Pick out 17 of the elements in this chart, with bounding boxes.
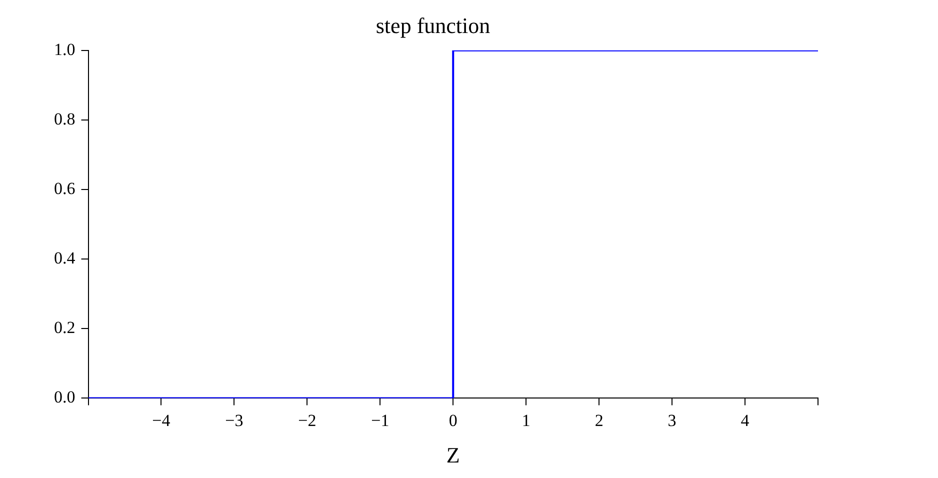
y-tick-label: 0.2 bbox=[54, 318, 76, 338]
x-tick-label: −4 bbox=[152, 410, 171, 430]
x-tick-label: 4 bbox=[740, 410, 750, 430]
x-tick-label: −3 bbox=[225, 410, 244, 430]
x-tick-label: −1 bbox=[371, 410, 390, 430]
y-tick-label: 0.8 bbox=[54, 109, 76, 128]
y-tick-label: 0.0 bbox=[54, 388, 76, 407]
y-tick-label: 1.0 bbox=[54, 40, 76, 59]
x-tick-label: 1 bbox=[522, 410, 530, 430]
x-tick-label: −2 bbox=[298, 410, 316, 430]
x-tick-label: 3 bbox=[668, 410, 676, 430]
x-tick-label: 2 bbox=[594, 410, 604, 430]
y-tick-label: 0.6 bbox=[54, 178, 76, 198]
x-axis-title: Z bbox=[446, 442, 460, 468]
x-tick-label: 0 bbox=[448, 410, 458, 430]
y-tick-label: 0.4 bbox=[54, 248, 76, 268]
chart-title: step function bbox=[376, 12, 490, 38]
